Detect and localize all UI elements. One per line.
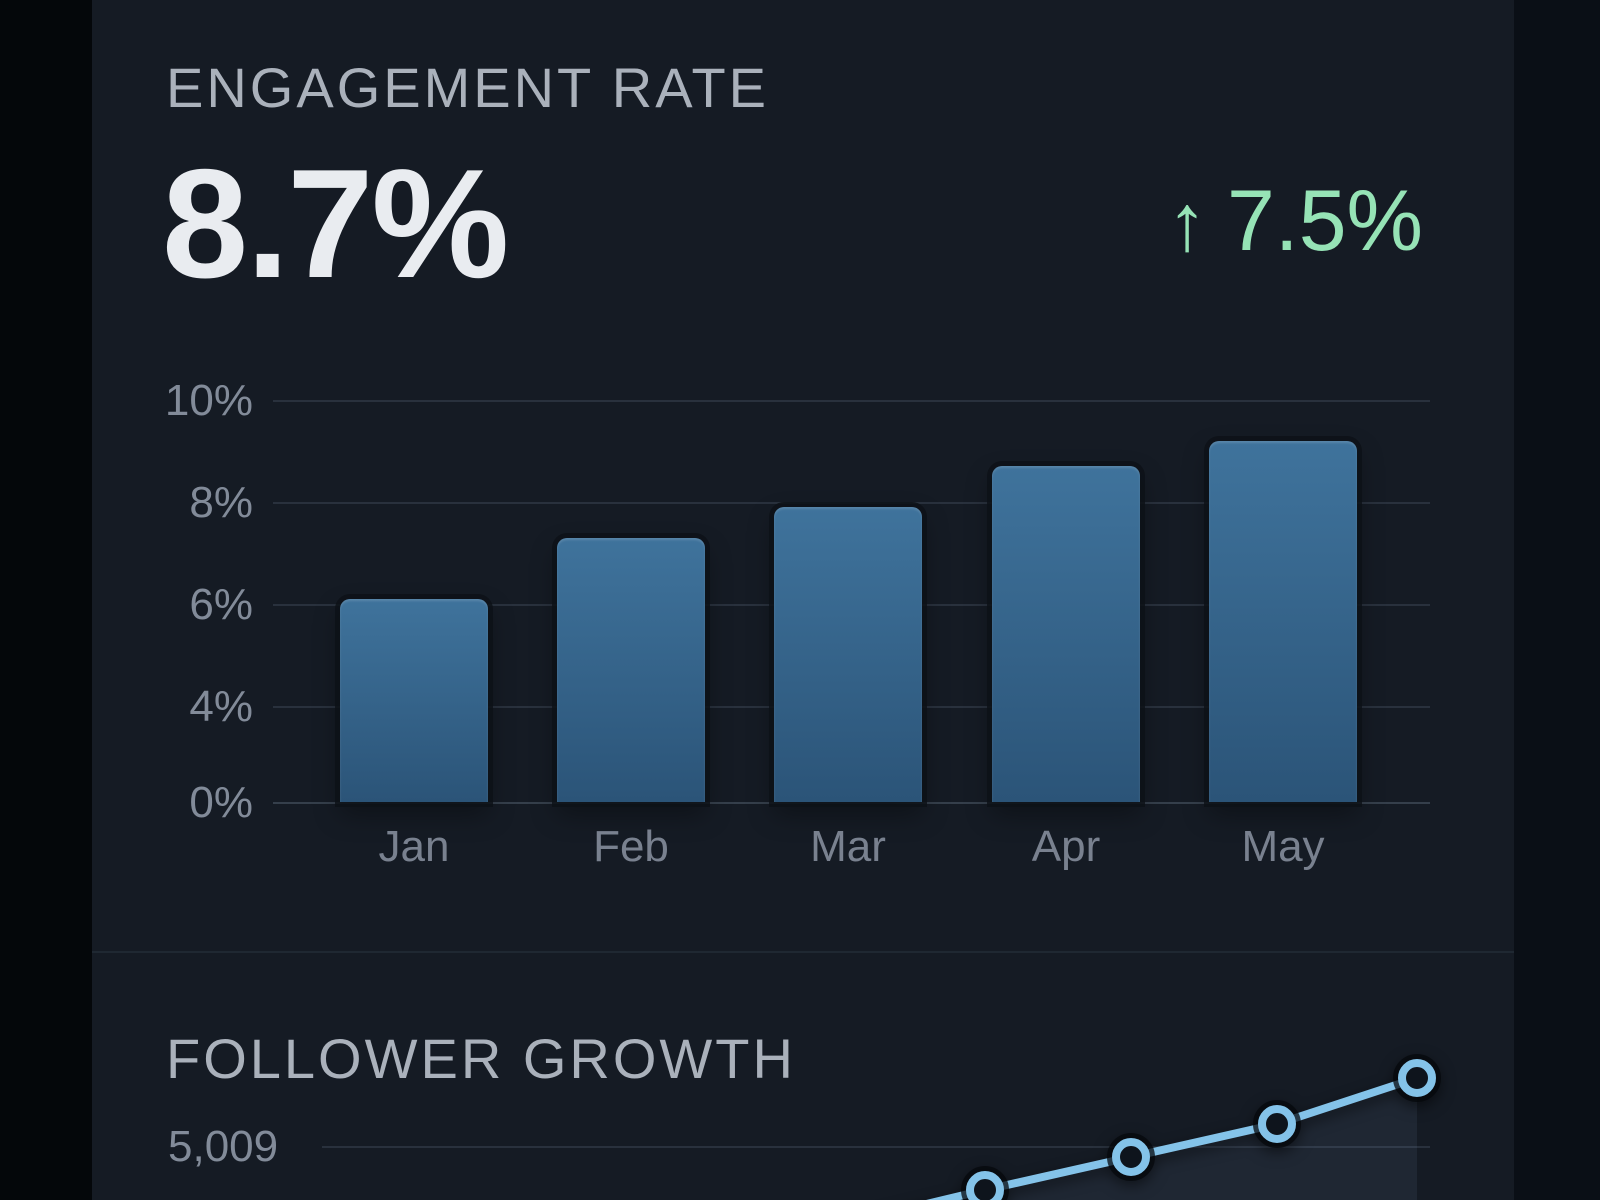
- engagement-delta: ↑ 7.5%: [1167, 178, 1423, 264]
- gridline-10%: [273, 400, 1430, 402]
- engagement-value: 8.7%: [162, 137, 509, 310]
- x-axis-label-mar: Mar: [810, 822, 886, 871]
- engagement-delta-value: 7.5%: [1226, 173, 1423, 269]
- engagement-section-title: ENGAGEMENT RATE: [166, 56, 770, 119]
- y-axis-tick-4%: 4%: [189, 682, 253, 731]
- gridline-0%: [273, 802, 1430, 804]
- gridline-8%: [273, 502, 1430, 504]
- x-axis-label-may: May: [1241, 822, 1325, 871]
- y-axis-tick-10%: 10%: [164, 376, 253, 425]
- y-axis-tick-8%: 8%: [189, 478, 253, 527]
- bar-may: [1209, 440, 1357, 802]
- bar-apr: [992, 466, 1140, 802]
- follower-axis-tick: 5,009: [168, 1122, 279, 1171]
- bar-jan: [340, 598, 488, 802]
- bar-feb: [557, 537, 705, 802]
- follower-section-title: FOLLOWER GROWTH: [166, 1027, 796, 1090]
- bar-mar: [774, 507, 922, 802]
- section-divider: [92, 951, 1514, 953]
- y-axis-tick-0%: 0%: [189, 778, 253, 827]
- x-axis-label-jan: Jan: [378, 822, 450, 871]
- y-axis-tick-6%: 6%: [189, 580, 253, 629]
- side-panel-edge: [1514, 0, 1600, 1200]
- x-axis-label-feb: Feb: [593, 822, 669, 871]
- follower-gridline: [322, 1146, 1430, 1148]
- x-axis-label-apr: Apr: [1031, 822, 1101, 871]
- trend-up-arrow-icon: ↑: [1166, 178, 1207, 267]
